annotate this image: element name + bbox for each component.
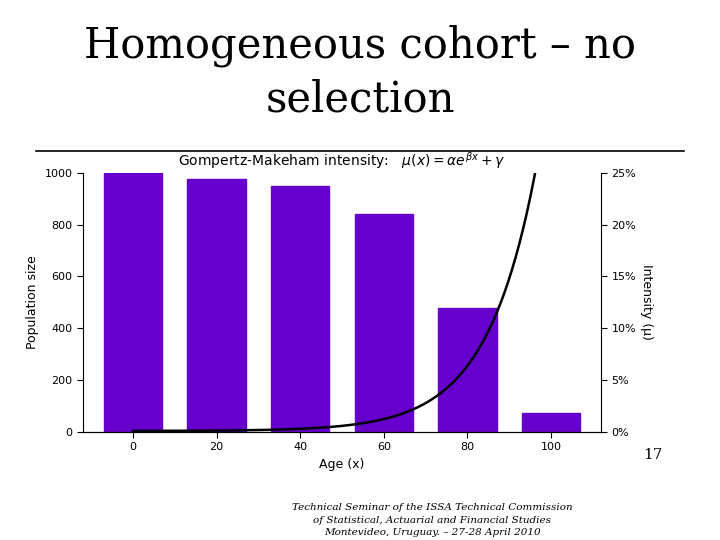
Bar [271,186,330,432]
Text: Homogeneous cohort – no: Homogeneous cohort – no [84,24,636,67]
Bar [104,173,162,432]
Text: Technical Seminar of the ISSA Technical Commission
of Statistical, Actuarial and: Technical Seminar of the ISSA Technical … [292,503,572,537]
Text: selection: selection [265,78,455,120]
Y-axis label: Intensity (μ): Intensity (μ) [640,265,653,340]
Bar [187,179,246,432]
Y-axis label: Population size: Population size [26,255,39,349]
Title: Gompertz-Makeham intensity:   $\mu(x) = \alpha e^{\beta x} + \gamma$: Gompertz-Makeham intensity: $\mu(x) = \a… [179,150,505,171]
Bar [438,308,497,432]
X-axis label: Age (x): Age (x) [319,458,365,471]
Bar [354,214,413,432]
Text: 17: 17 [643,448,662,462]
Bar [522,413,580,432]
